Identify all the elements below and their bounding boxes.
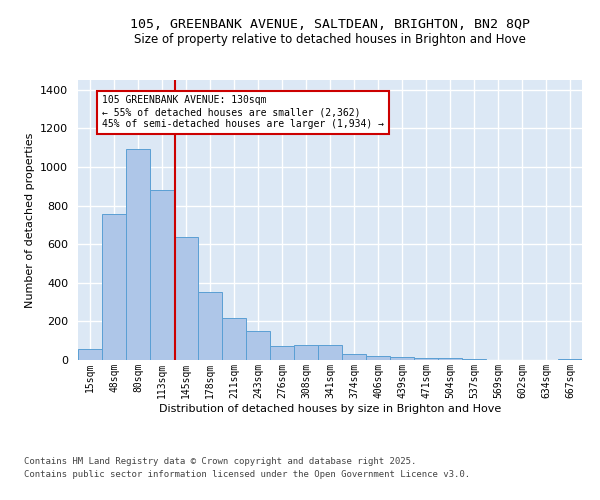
Bar: [558, 359, 582, 360]
Bar: [222, 318, 246, 360]
Bar: [78, 350, 102, 360]
Bar: [246, 331, 270, 360]
Bar: [102, 214, 126, 360]
Bar: [414, 358, 438, 360]
Bar: [198, 292, 222, 360]
Y-axis label: Number of detached properties: Number of detached properties: [25, 132, 35, 308]
Bar: [390, 356, 414, 360]
Bar: [438, 358, 462, 360]
Bar: [174, 238, 198, 360]
Text: Contains public sector information licensed under the Open Government Licence v3: Contains public sector information licen…: [24, 470, 470, 479]
Text: Contains HM Land Registry data © Crown copyright and database right 2025.: Contains HM Land Registry data © Crown c…: [24, 458, 416, 466]
Bar: [318, 344, 342, 360]
Bar: [462, 359, 486, 360]
Bar: [126, 148, 150, 360]
Text: 105, GREENBANK AVENUE, SALTDEAN, BRIGHTON, BN2 8QP: 105, GREENBANK AVENUE, SALTDEAN, BRIGHTO…: [130, 18, 530, 30]
X-axis label: Distribution of detached houses by size in Brighton and Hove: Distribution of detached houses by size …: [159, 404, 501, 413]
Bar: [342, 354, 366, 360]
Bar: [294, 344, 318, 360]
Text: 105 GREENBANK AVENUE: 130sqm
← 55% of detached houses are smaller (2,362)
45% of: 105 GREENBANK AVENUE: 130sqm ← 55% of de…: [102, 96, 384, 128]
Bar: [270, 346, 294, 360]
Bar: [366, 356, 390, 360]
Bar: [150, 190, 174, 360]
Text: Size of property relative to detached houses in Brighton and Hove: Size of property relative to detached ho…: [134, 32, 526, 46]
